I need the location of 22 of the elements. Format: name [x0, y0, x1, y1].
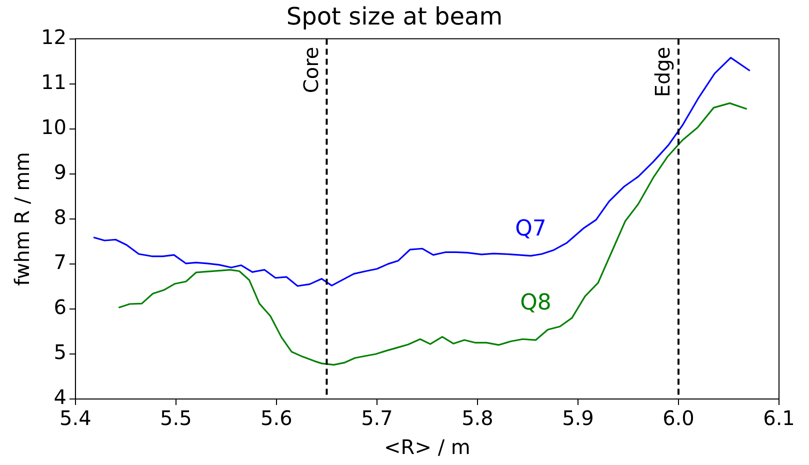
series-label: Q7: [515, 216, 546, 242]
x-tick-label: 6.1: [763, 406, 795, 430]
y-tick-label: 9: [54, 160, 66, 184]
x-tick-label: 5.8: [462, 406, 494, 430]
ref-line-label: Core: [298, 46, 323, 94]
x-tick-label: 5.6: [260, 406, 292, 430]
y-tick-label: 11: [40, 70, 66, 94]
y-tick-label: 10: [40, 115, 66, 140]
y-axis-title: fwhm R / mm: [10, 152, 34, 286]
series-label: Q8: [520, 290, 552, 316]
x-tick-label: 5.7: [361, 406, 393, 430]
x-tick-label: 5.5: [160, 406, 192, 430]
y-tick-label: 6: [54, 295, 66, 320]
x-tick-label: 5.9: [562, 406, 594, 430]
y-tick-label: 5: [54, 340, 66, 364]
y-tick-label: 7: [54, 250, 66, 274]
chart-title: Spot size at beam: [286, 2, 503, 31]
x-axis-title: <R> / m: [384, 435, 470, 460]
ref-line-label: Edge: [650, 46, 675, 98]
x-tick-label: 6.0: [662, 406, 694, 430]
y-tick-label: 12: [40, 25, 66, 50]
y-tick-label: 8: [54, 205, 66, 230]
